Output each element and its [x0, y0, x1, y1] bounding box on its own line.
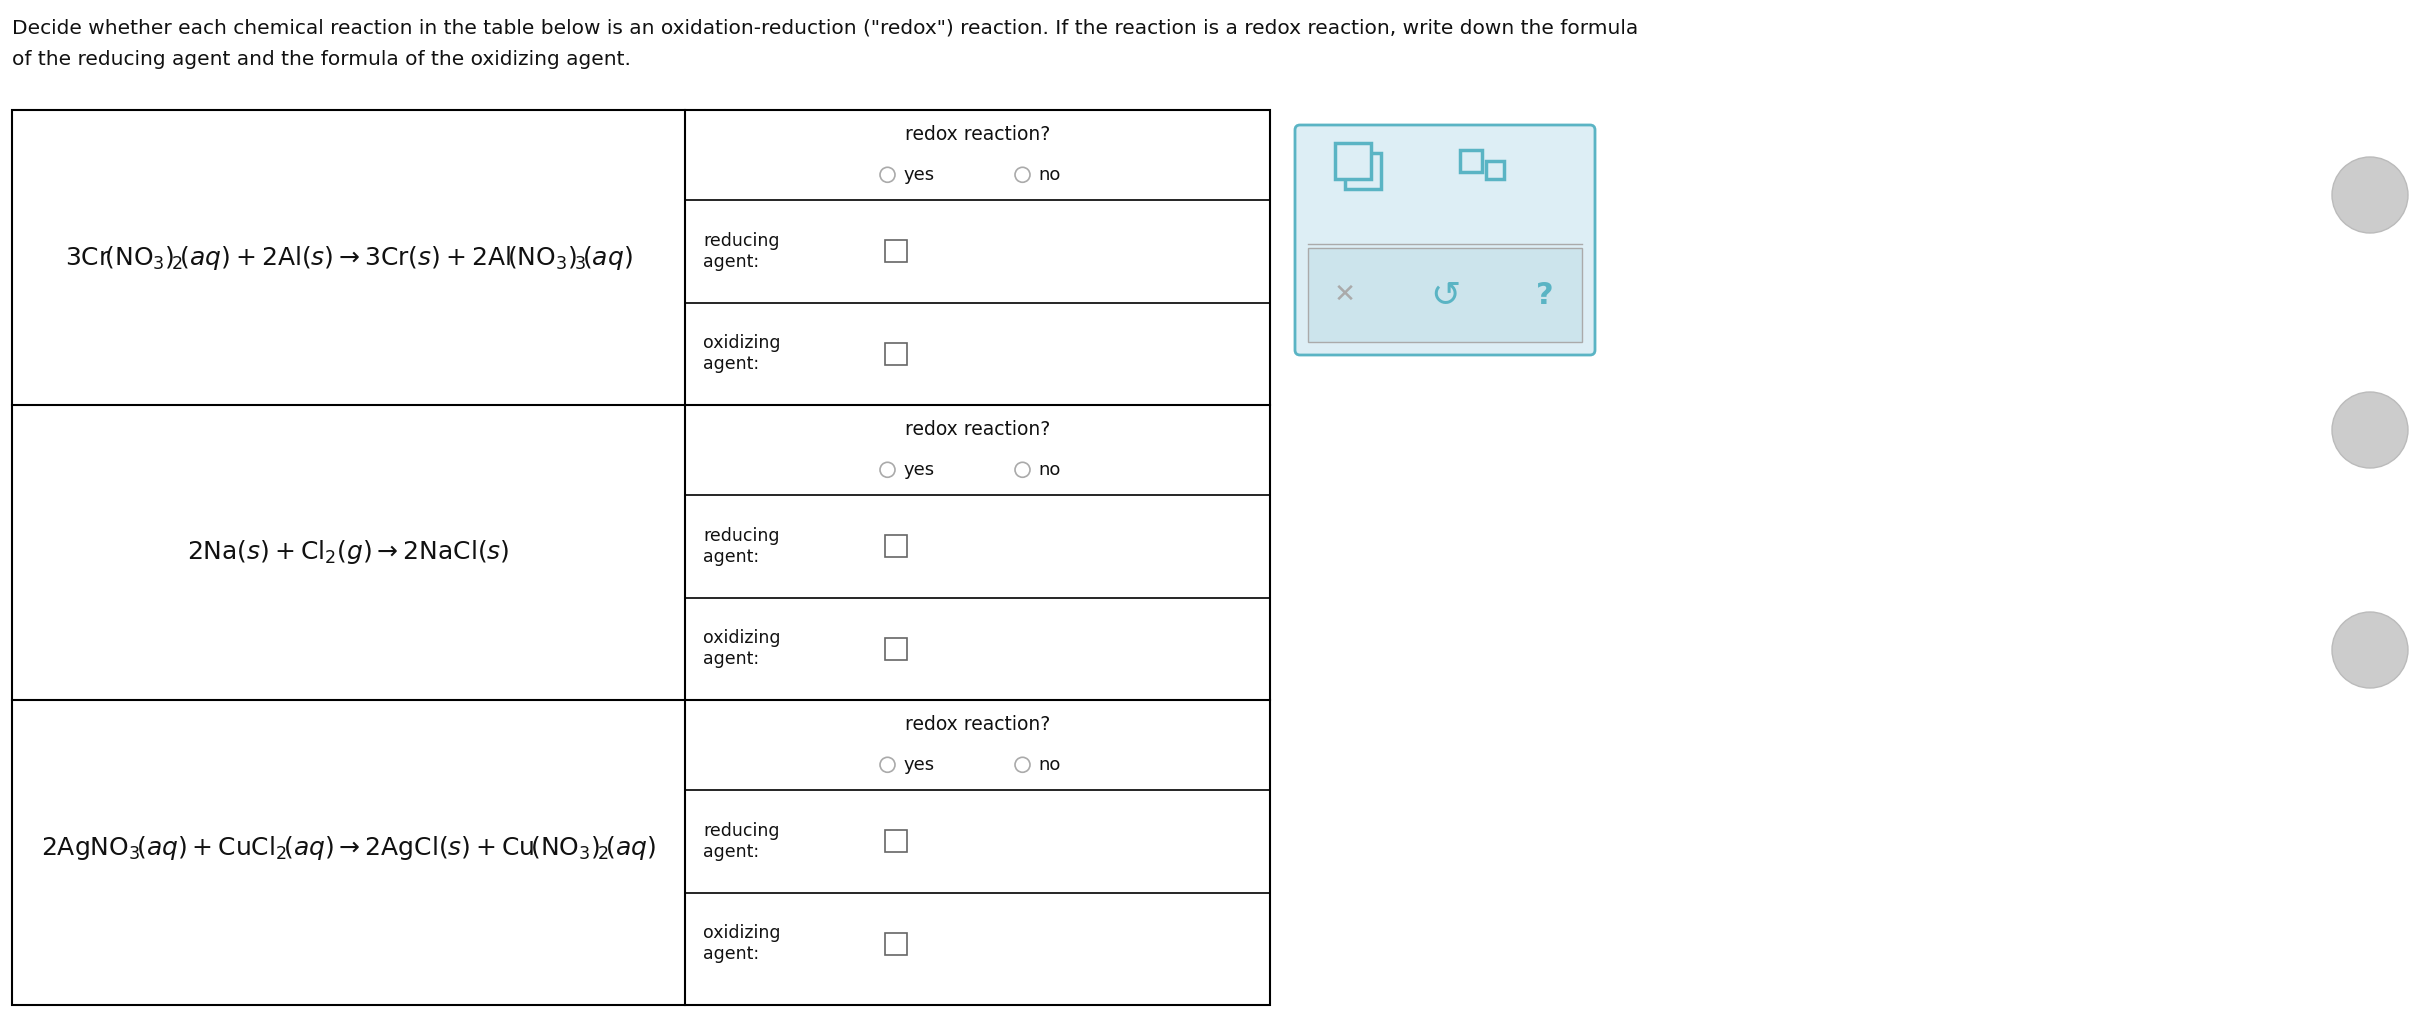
Circle shape	[2333, 157, 2408, 233]
Bar	[1487, 161, 1504, 179]
Circle shape	[880, 462, 894, 477]
Text: oxidizing
agent:: oxidizing agent:	[704, 630, 781, 669]
Bar	[1460, 150, 1482, 172]
Text: redox reaction?: redox reaction?	[904, 125, 1051, 143]
Bar	[1309, 249, 1581, 342]
Circle shape	[1015, 758, 1029, 772]
Text: Decide whether each chemical reaction in the table below is an oxidation-reducti: Decide whether each chemical reaction in…	[12, 18, 1639, 37]
Circle shape	[880, 758, 894, 772]
Text: yes: yes	[904, 461, 935, 479]
Bar	[884, 638, 906, 659]
FancyBboxPatch shape	[1294, 125, 1595, 355]
Circle shape	[2333, 392, 2408, 468]
Text: reducing
agent:: reducing agent:	[704, 527, 778, 565]
Text: $3\mathrm{Cr}\!\left(\mathrm{NO}_{3}\right)_{\!2}\!\left(\mathit{aq}\right) + 2\: $3\mathrm{Cr}\!\left(\mathrm{NO}_{3}\rig…	[65, 244, 631, 271]
Bar	[884, 536, 906, 557]
Text: yes: yes	[904, 166, 935, 183]
Circle shape	[2333, 612, 2408, 688]
Text: of the reducing agent and the formula of the oxidizing agent.: of the reducing agent and the formula of…	[12, 50, 631, 69]
Circle shape	[1015, 167, 1029, 182]
Text: oxidizing
agent:: oxidizing agent:	[704, 335, 781, 373]
Bar	[884, 241, 906, 262]
Text: redox reaction?: redox reaction?	[904, 420, 1051, 439]
Text: ↺: ↺	[1429, 279, 1460, 312]
Bar	[1345, 153, 1381, 189]
Bar	[884, 933, 906, 954]
Circle shape	[1015, 462, 1029, 477]
Circle shape	[880, 167, 894, 182]
Text: no: no	[1039, 166, 1060, 183]
Text: $2\mathrm{AgNO}_{3}\!\left(\mathit{aq}\right) + \mathrm{CuCl}_{2}\!\left(\mathit: $2\mathrm{AgNO}_{3}\!\left(\mathit{aq}\r…	[41, 834, 656, 861]
Text: reducing
agent:: reducing agent:	[704, 231, 778, 270]
Text: yes: yes	[904, 756, 935, 774]
Bar	[12, 110, 1270, 1005]
Text: ?: ?	[1535, 281, 1554, 309]
Bar	[1335, 143, 1371, 179]
Text: reducing
agent:: reducing agent:	[704, 822, 778, 861]
Text: oxidizing
agent:: oxidizing agent:	[704, 925, 781, 964]
Text: ✕: ✕	[1335, 283, 1357, 308]
Bar	[884, 830, 906, 852]
Text: no: no	[1039, 756, 1060, 774]
Text: $2\mathrm{Na}(s) + \mathrm{Cl}_{2}(g) \rightarrow 2\mathrm{NaCl}(s)$: $2\mathrm{Na}(s) + \mathrm{Cl}_{2}(g) \r…	[188, 539, 509, 566]
Text: redox reaction?: redox reaction?	[904, 715, 1051, 734]
Text: no: no	[1039, 461, 1060, 479]
Bar	[884, 343, 906, 365]
